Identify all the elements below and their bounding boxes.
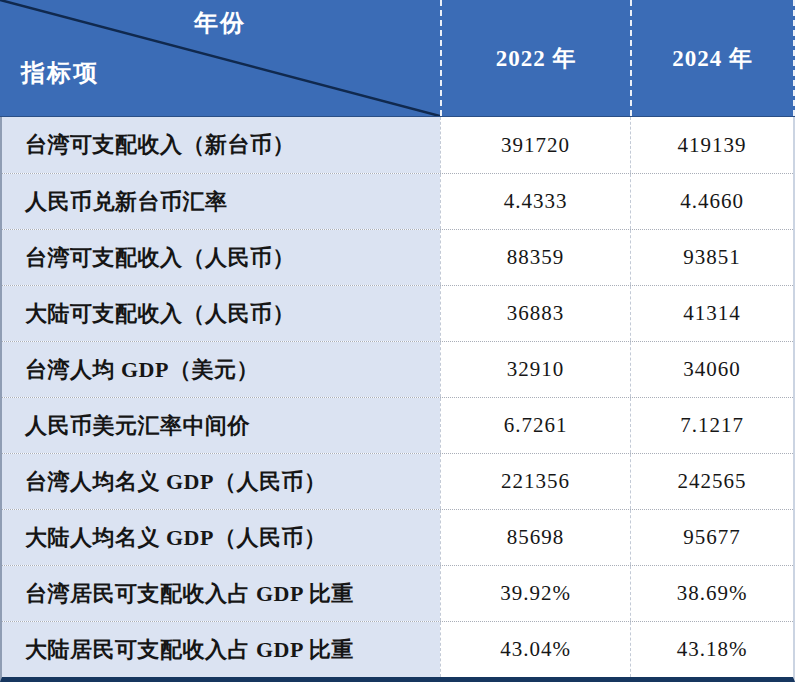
- table-header-row: 年份 指标项 2022 年 2024 年: [0, 0, 795, 117]
- column-header-2024: 2024 年: [630, 0, 795, 116]
- row-label: 大陆人均名义 GDP（人民币）: [2, 510, 440, 565]
- column-header-2022: 2022 年: [440, 0, 630, 116]
- table-row: 台湾可支配收入（人民币） 88359 93851: [2, 229, 793, 285]
- value-2022: 6.7261: [440, 398, 630, 453]
- row-label: 人民币美元汇率中间价: [2, 398, 440, 453]
- corner-label-year: 年份: [0, 7, 440, 39]
- value-2024: 419139: [630, 117, 793, 173]
- table-row: 台湾居民可支配收入占 GDP 比重 39.92% 38.69%: [2, 565, 793, 621]
- table-row: 大陆居民可支配收入占 GDP 比重 43.04% 43.18%: [2, 621, 793, 677]
- row-label: 台湾可支配收入（人民币）: [2, 230, 440, 285]
- value-2022: 85698: [440, 510, 630, 565]
- value-2024: 242565: [630, 454, 793, 509]
- value-2024: 34060: [630, 342, 793, 397]
- value-2022: 32910: [440, 342, 630, 397]
- comparison-table: 年份 指标项 2022 年 2024 年 台湾可支配收入（新台币） 391720…: [0, 0, 795, 684]
- row-label: 台湾可支配收入（新台币）: [2, 117, 440, 173]
- corner-label-indicator: 指标项: [21, 57, 99, 89]
- value-2022: 88359: [440, 230, 630, 285]
- row-label: 台湾居民可支配收入占 GDP 比重: [2, 566, 440, 621]
- value-2024: 95677: [630, 510, 793, 565]
- value-2024: 38.69%: [630, 566, 793, 621]
- value-2022: 43.04%: [440, 622, 630, 677]
- row-label: 大陆居民可支配收入占 GDP 比重: [2, 622, 440, 677]
- table-row: 台湾人均名义 GDP（人民币） 221356 242565: [2, 453, 793, 509]
- value-2022: 391720: [440, 117, 630, 173]
- value-2024: 41314: [630, 286, 793, 341]
- value-2024: 4.4660: [630, 174, 793, 229]
- table-row: 台湾可支配收入（新台币） 391720 419139: [2, 117, 793, 173]
- row-label: 台湾人均 GDP（美元）: [2, 342, 440, 397]
- value-2024: 7.1217: [630, 398, 793, 453]
- value-2022: 39.92%: [440, 566, 630, 621]
- value-2024: 93851: [630, 230, 793, 285]
- value-2022: 36883: [440, 286, 630, 341]
- table-body: 台湾可支配收入（新台币） 391720 419139 人民币兑新台币汇率 4.4…: [0, 117, 795, 682]
- row-label: 台湾人均名义 GDP（人民币）: [2, 454, 440, 509]
- header-corner-cell: 年份 指标项: [0, 0, 440, 116]
- table-row: 台湾人均 GDP（美元） 32910 34060: [2, 341, 793, 397]
- table-row: 大陆人均名义 GDP（人民币） 85698 95677: [2, 509, 793, 565]
- table-row: 大陆可支配收入（人民币） 36883 41314: [2, 285, 793, 341]
- value-2022: 221356: [440, 454, 630, 509]
- value-2024: 43.18%: [630, 622, 793, 677]
- value-2022: 4.4333: [440, 174, 630, 229]
- table-row: 人民币美元汇率中间价 6.7261 7.1217: [2, 397, 793, 453]
- row-label: 大陆可支配收入（人民币）: [2, 286, 440, 341]
- row-label: 人民币兑新台币汇率: [2, 174, 440, 229]
- table-row: 人民币兑新台币汇率 4.4333 4.4660: [2, 173, 793, 229]
